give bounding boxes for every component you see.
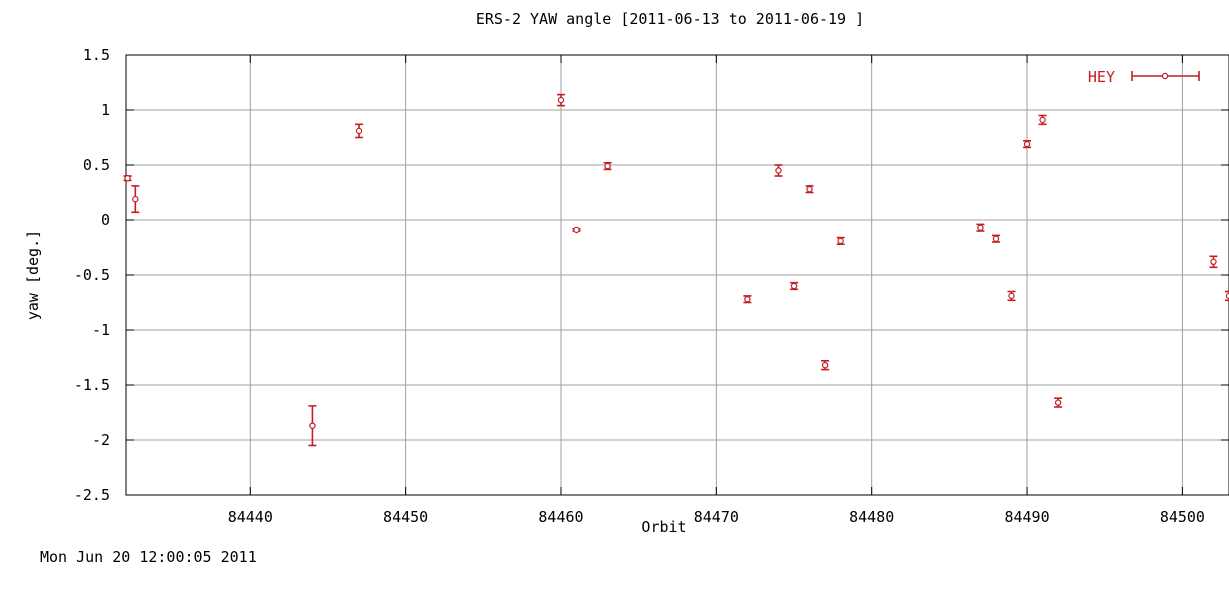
y-tick-label: 0 bbox=[101, 211, 110, 229]
axis-ticks bbox=[126, 54, 1229, 496]
data-point bbox=[1209, 255, 1218, 269]
point-marker bbox=[604, 162, 611, 170]
point-marker bbox=[992, 235, 1000, 242]
y-tick-label: -2 bbox=[92, 431, 110, 449]
x-tick-label: 84470 bbox=[694, 508, 739, 526]
data-point bbox=[774, 164, 783, 177]
data-point bbox=[123, 174, 132, 182]
data-point bbox=[790, 281, 799, 291]
point-marker bbox=[775, 167, 782, 174]
data-points bbox=[123, 93, 1229, 447]
x-axis-label: Orbit bbox=[641, 518, 686, 536]
point-marker bbox=[790, 282, 798, 290]
point-marker bbox=[573, 226, 580, 234]
point-marker bbox=[1023, 140, 1031, 148]
data-point bbox=[1054, 397, 1063, 408]
y-tick-label: -0.5 bbox=[74, 266, 110, 284]
point-marker bbox=[557, 96, 565, 104]
legend-label: HEY bbox=[1088, 68, 1115, 86]
point-marker bbox=[1225, 292, 1229, 300]
point-marker bbox=[1054, 399, 1062, 406]
x-tick-label: 84450 bbox=[383, 508, 428, 526]
point-marker bbox=[124, 174, 131, 182]
x-tick-label: 84460 bbox=[538, 508, 583, 526]
y-axis-label: yaw [deg.] bbox=[24, 230, 42, 320]
x-tick-label: 84480 bbox=[849, 508, 894, 526]
data-point bbox=[976, 223, 985, 232]
y-tick-label: -1.5 bbox=[74, 376, 110, 394]
point-marker bbox=[355, 127, 363, 135]
generated-timestamp: Mon Jun 20 12:00:05 2011 bbox=[40, 548, 257, 566]
data-point bbox=[805, 185, 814, 194]
data-point bbox=[355, 123, 364, 139]
data-point bbox=[308, 405, 317, 447]
data-point bbox=[131, 185, 140, 214]
point-marker bbox=[821, 362, 829, 369]
y-tick-label: 0.5 bbox=[83, 156, 110, 174]
data-point bbox=[1225, 290, 1229, 302]
y-tick-label: 1.5 bbox=[83, 46, 110, 64]
legend: HEY bbox=[1088, 68, 1200, 86]
y-tick-labels: 1.5 1 0.5 0 -0.5 -1 -1.5 -2 -2.5 bbox=[74, 46, 110, 504]
point-marker bbox=[309, 422, 316, 429]
x-tick-label: 84490 bbox=[1004, 508, 1049, 526]
point-marker bbox=[1008, 292, 1015, 300]
y-tick-label: -1 bbox=[92, 321, 110, 339]
point-marker bbox=[1039, 116, 1046, 124]
x-tick-labels: 84440 84450 84460 84470 84480 84490 84500 bbox=[228, 508, 1205, 526]
data-point bbox=[572, 226, 581, 234]
x-tick-label: 84440 bbox=[228, 508, 273, 526]
point-marker bbox=[806, 185, 813, 193]
y-tick-label: -2.5 bbox=[74, 486, 110, 504]
data-point bbox=[1007, 290, 1016, 302]
data-point bbox=[603, 162, 612, 171]
x-tick-label: 84500 bbox=[1160, 508, 1205, 526]
y-tick-label: 1 bbox=[101, 101, 110, 119]
data-point bbox=[1038, 114, 1047, 126]
point-marker bbox=[744, 296, 751, 303]
data-point bbox=[991, 234, 1000, 243]
data-point bbox=[556, 93, 565, 107]
data-point bbox=[821, 359, 830, 371]
data-point bbox=[1023, 140, 1032, 149]
point-marker bbox=[1210, 258, 1217, 265]
grid-lines bbox=[126, 55, 1229, 495]
chart-title: ERS-2 YAW angle [2011-06-13 to 2011-06-1… bbox=[476, 10, 864, 28]
data-point bbox=[743, 295, 752, 304]
legend-marker bbox=[1161, 72, 1169, 80]
point-marker bbox=[837, 237, 844, 245]
point-marker bbox=[977, 224, 984, 231]
point-marker bbox=[132, 195, 139, 203]
data-point bbox=[836, 236, 845, 245]
